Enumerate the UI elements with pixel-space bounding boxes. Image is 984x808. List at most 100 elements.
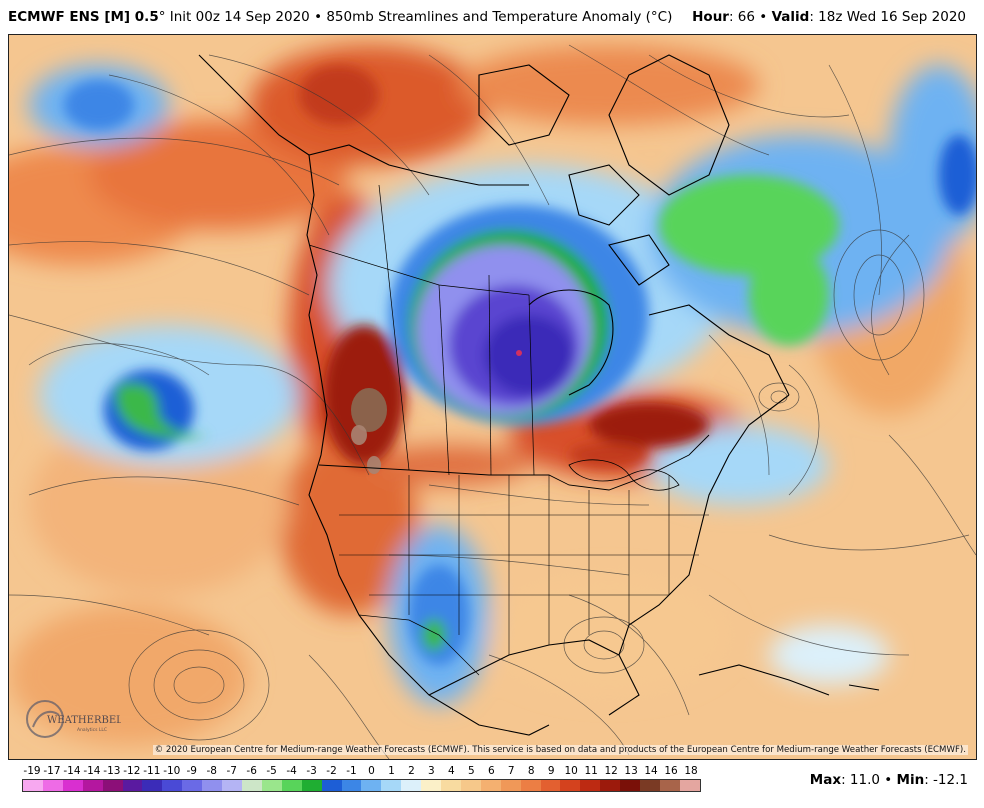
colorbar-swatch: [301, 780, 322, 791]
colorbar-swatch: [23, 780, 43, 791]
title-separator: •: [314, 9, 323, 25]
colorbar-swatch: [540, 780, 561, 791]
colorbar-swatch: [460, 780, 481, 791]
colorbar-tick-label: 4: [448, 765, 455, 777]
colorbar-tick-label: -14: [83, 765, 101, 777]
min-value: : -12.1: [924, 772, 968, 788]
colorbar-swatch: [401, 780, 422, 791]
colorbar-tick-label: -12: [123, 765, 141, 777]
max-label: Max: [809, 772, 842, 788]
colorbar-swatch: [640, 780, 660, 791]
colorbar-swatch: [142, 780, 163, 791]
colorbar-swatch: [341, 780, 362, 791]
model-name: ECMWF ENS [M] 0.5: [8, 9, 159, 25]
colorbar-tick-label: 8: [527, 765, 535, 777]
colorbar-swatch: [122, 780, 143, 791]
colorbar-tick-label: -19: [23, 765, 41, 777]
colorbar-swatch: [421, 780, 442, 791]
colorbar-swatch: [520, 780, 541, 791]
colorbar-tick-label: 11: [584, 765, 598, 777]
copyright-notice: © 2020 European Centre for Medium-range …: [152, 745, 968, 755]
colorbar-swatch: [42, 780, 63, 791]
anomaly-map[interactable]: WEATHERBELL Analytics LLC © 2020 Europea…: [8, 34, 977, 760]
max-value: : 11.0: [841, 772, 880, 788]
colorbar-tick-label: 7: [507, 765, 515, 777]
weatherbell-logo-mark: WEATHERBELL Analytics LLC: [26, 700, 121, 738]
colorbar-swatch: [182, 780, 203, 791]
temperature-anomaly-field: [9, 35, 976, 759]
colorbar-labels: -19 -17 -14 -14 -13 -12 -11 -10 -9 -8 -7 -6 -5 -4 -3 -2…: [22, 765, 701, 779]
colorbar-tick-label: 0: [368, 765, 375, 777]
valid-label: Valid: [771, 9, 810, 25]
colorbar-swatch: [281, 780, 302, 791]
colorbar-tick-label: 1: [388, 765, 395, 777]
colorbar-swatch: [361, 780, 382, 791]
logo-subtext: Analytics LLC: [77, 727, 107, 733]
hour-value: : 66: [728, 9, 755, 25]
colorbar-tick-label: -11: [143, 765, 161, 777]
colorbar-swatch: [82, 780, 103, 791]
colorbar-swatch: [560, 780, 581, 791]
colorbar-tick-label: 18: [684, 765, 698, 777]
init-time: Init 00z 14 Sep 2020: [169, 9, 310, 25]
colorbar-swatch: [480, 780, 501, 791]
colorbar-tick-label: -7: [226, 765, 237, 777]
colorbar-swatch: [500, 780, 521, 791]
stats-separator: •: [884, 772, 893, 788]
colorbar-tick-label: -6: [246, 765, 257, 777]
valid-value: : 18z Wed 16 Sep 2020: [809, 9, 966, 25]
colorbar-tick-label: -10: [163, 765, 181, 777]
colorbar-swatch: [441, 780, 461, 791]
colorbar-tick-label: 14: [644, 765, 658, 777]
colorbar-tick-label: -3: [306, 765, 317, 777]
colorbar-swatch: [679, 780, 700, 791]
colorbar-tick-label: 6: [487, 765, 495, 777]
colorbar-tick-label: 10: [564, 765, 578, 777]
colorbar-tick-label: -14: [63, 765, 81, 777]
colorbar-tick-label: 2: [408, 765, 415, 777]
degree-mark: °: [158, 9, 166, 25]
colorbar-swatch: [261, 780, 282, 791]
coastlines-and-borders: [198, 54, 880, 736]
colorbar-swatch: [620, 780, 641, 791]
colorbar-swatch: [381, 780, 402, 791]
colorbar: [22, 779, 701, 792]
colorbar-tick-label: -17: [43, 765, 61, 777]
colorbar-swatch: [580, 780, 601, 791]
colorbar-tick-label: -5: [266, 765, 277, 777]
logo-text: WEATHERBELL: [47, 715, 121, 726]
colorbar-tick-label: 16: [664, 765, 678, 777]
streamlines: [9, 44, 976, 759]
colorbar-swatch: [162, 780, 183, 791]
colorbar-tick-label: 3: [428, 765, 435, 777]
min-label: Min: [896, 772, 925, 788]
max-min-readout: Max: 11.0 • Min: -12.1: [810, 772, 968, 788]
colorbar-swatch: [660, 780, 680, 791]
time-separator: •: [759, 9, 768, 25]
colorbar-swatch: [321, 780, 342, 791]
colorbar-swatch: [102, 780, 123, 791]
map-canvas: [9, 35, 976, 759]
weatherbell-logo: WEATHERBELL Analytics LLC: [21, 697, 121, 741]
map-footer: -19 -17 -14 -14 -13 -12 -11 -10 -9 -8 -7 -6 -5 -4 -3 -2…: [0, 760, 984, 808]
colorbar-tick-label: -9: [186, 765, 197, 777]
colorbar-swatch: [241, 780, 262, 791]
colorbar-swatch: [202, 780, 223, 791]
colorbar-tick-label: -1: [346, 765, 357, 777]
colorbar-swatch: [222, 780, 242, 791]
colorbar-swatch: [600, 780, 621, 791]
hour-label: Hour: [692, 9, 729, 25]
colorbar-tick-label: 9: [547, 765, 555, 777]
colorbar-tick-label: 13: [624, 765, 638, 777]
colorbar-tick-label: -13: [103, 765, 121, 777]
colorbar-tick-label: -8: [206, 765, 217, 777]
colorbar-tick-label: 5: [467, 765, 475, 777]
product-name: 850mb Streamlines and Temperature Anomal…: [326, 9, 673, 25]
colorbar-tick-label: -4: [286, 765, 297, 777]
colorbar-tick-label: -2: [326, 765, 337, 777]
forecast-time: Hour: 66 • Valid: 18z Wed 16 Sep 2020: [692, 0, 966, 34]
colorbar-tick-label: 12: [604, 765, 618, 777]
colorbar-swatch: [62, 780, 83, 791]
map-title: ECMWF ENS [M] 0.5° Init 00z 14 Sep 2020 …: [8, 0, 672, 34]
map-header: ECMWF ENS [M] 0.5° Init 00z 14 Sep 2020 …: [0, 0, 984, 34]
